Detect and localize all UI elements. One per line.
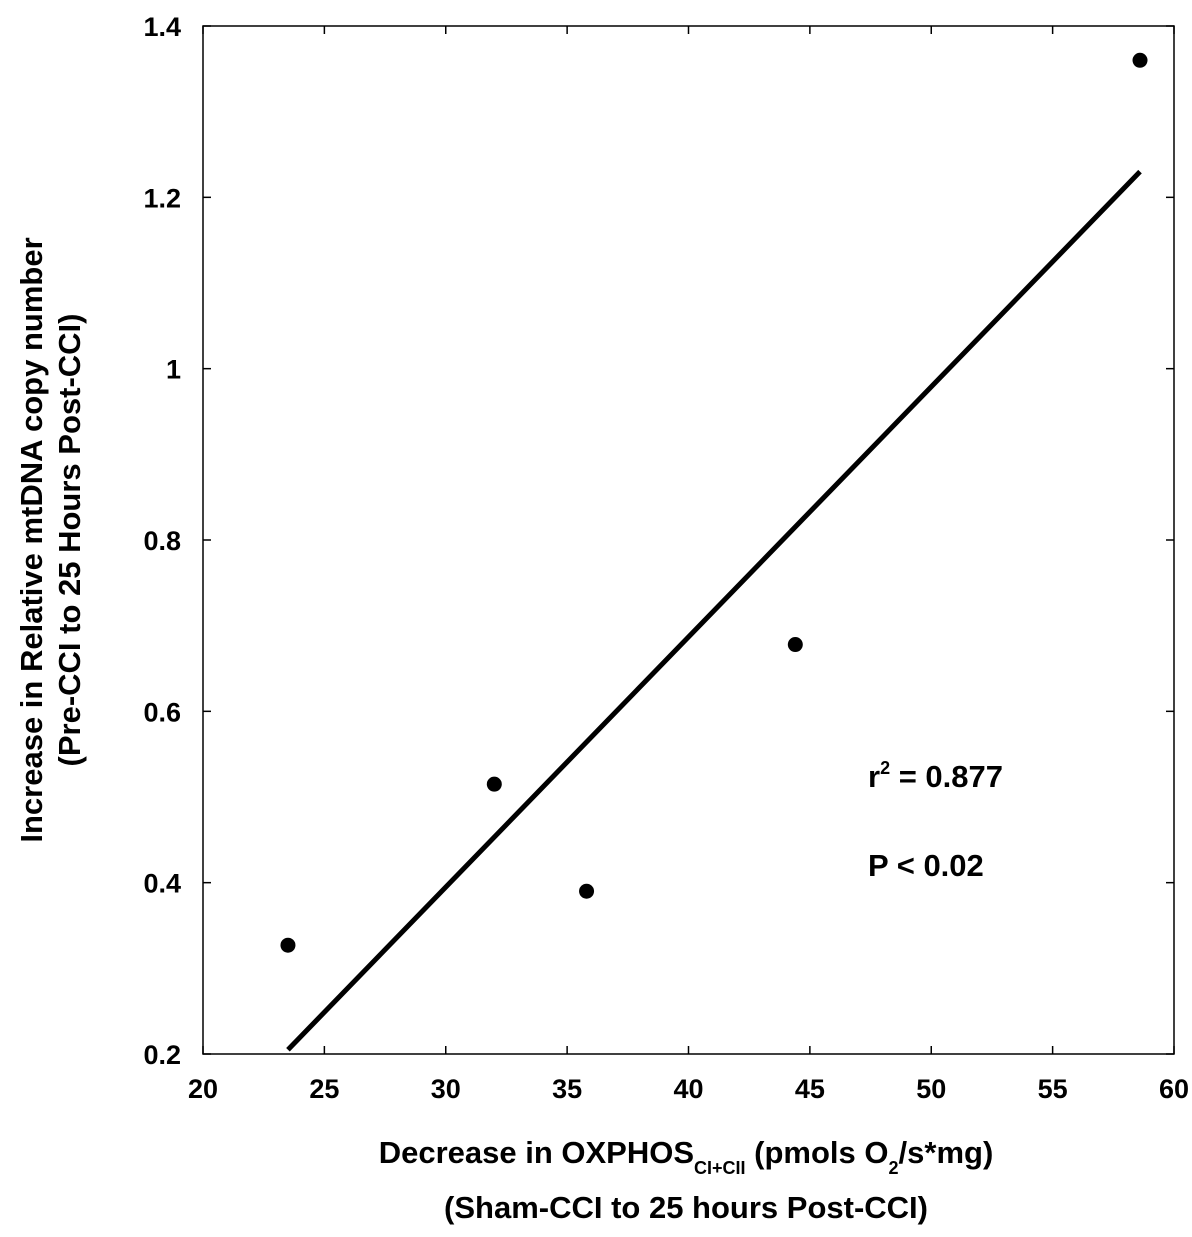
x-tick-label: 55 [1038,1074,1068,1104]
data-point [1132,52,1148,68]
axis-ticks [202,25,1175,1055]
y-axis-label-line2: (Pre-CCI to 25 Hours Post-CCI) [52,314,87,767]
r-squared-annotation: r2 = 0.877 [868,758,1003,794]
data-point [579,883,595,899]
x-axis-label-unit-subscript: 2 [889,1158,899,1178]
y-axis-label: Increase in Relative mtDNA copy number [14,237,49,842]
x-axis-label-unit-open: (pmols O [746,1135,889,1170]
x-axis-label: Decrease in OXPHOSCI+CII (pmols O2/s*mg) [379,1135,994,1178]
x-tick-label: 50 [916,1074,946,1104]
y-tick-label: 1.4 [143,12,181,42]
x-tick-label: 30 [431,1074,461,1104]
data-point [787,637,803,653]
x-tick-label: 25 [309,1074,339,1104]
x-axis-label-line2: (Sham-CCI to 25 hours Post-CCI) [444,1190,928,1225]
data-point [280,937,296,953]
x-axis-label-unit-close: /s*mg) [899,1135,994,1170]
plot-frame [202,25,1175,1055]
y-tick-label: 0.8 [143,526,181,556]
x-tick-label: 60 [1159,1074,1189,1104]
x-axis-label-main: Decrease in OXPHOS [379,1135,694,1170]
x-tick-label: 35 [552,1074,582,1104]
y-tick-label: 0.4 [143,869,181,899]
regression-line [286,169,1142,1052]
x-tick-label: 45 [795,1074,825,1104]
r-squared-value: = 0.877 [890,759,1003,794]
data-points [280,52,1148,953]
y-tick-labels: 0.2 0.4 0.6 0.8 1 1.2 1.4 [143,12,181,1070]
x-tick-label: 40 [673,1074,703,1104]
y-tick-label: 1 [166,355,181,385]
y-tick-label: 0.6 [143,697,181,727]
p-value-annotation: P < 0.02 [868,848,984,883]
r-squared-superscript: 2 [880,758,890,778]
y-tick-label: 0.2 [143,1040,181,1070]
x-tick-label: 20 [188,1074,218,1104]
x-tick-labels: 20 25 30 35 40 45 50 55 60 [188,1074,1189,1104]
x-axis-label-subscript: CI+CII [694,1158,746,1178]
data-point [486,776,502,792]
y-tick-label: 1.2 [143,183,181,213]
r-squared-prefix: r [868,759,880,794]
